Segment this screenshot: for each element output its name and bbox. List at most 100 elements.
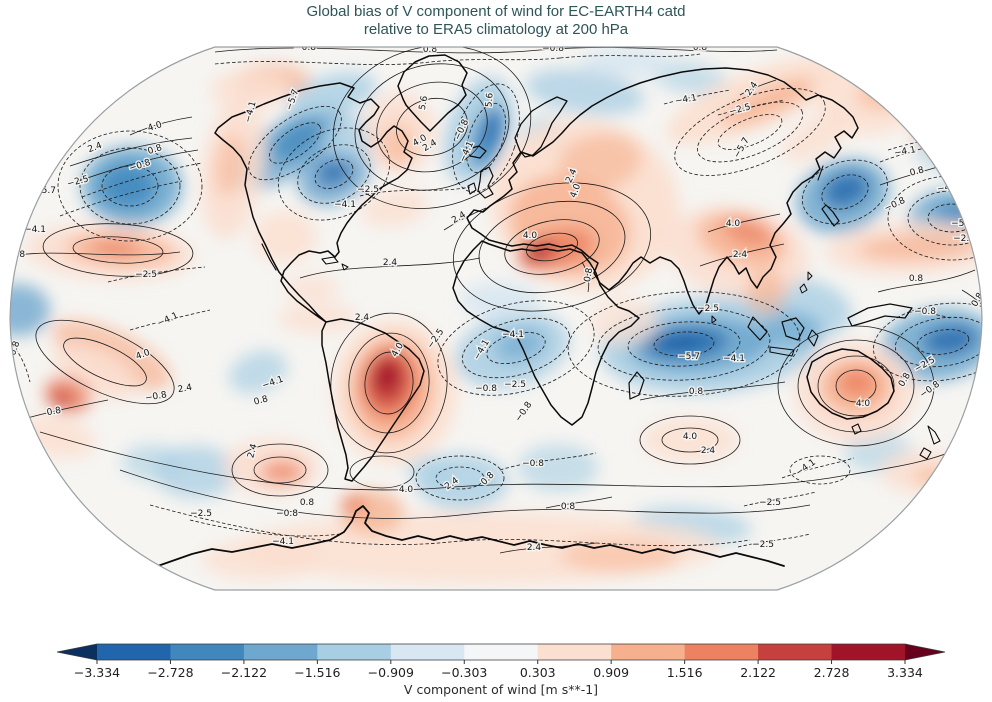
contour-label: −0.8 (294, 43, 316, 53)
contour-line-negative (559, 53, 701, 59)
colorbar-segment (684, 644, 759, 660)
contour-ring-positive (777, 325, 935, 447)
coastline (807, 329, 819, 347)
contour-ring-negative (801, 159, 889, 225)
contour-label: 0.8 (300, 498, 315, 508)
contour-label: −2.5 (504, 380, 526, 390)
contour-line-positive (499, 542, 597, 554)
contour-label: 0.8 (583, 267, 595, 283)
colorbar: −3.334 −2.728 −2.122 −1.516 −0.909 −0.303 0.30… (56, 643, 946, 697)
contour-line-negative (717, 99, 785, 116)
colorbar-under-arrow (57, 644, 97, 660)
contour-line-positive (877, 269, 976, 293)
bias-blob (381, 123, 415, 167)
colorbar-segment (464, 644, 539, 660)
contour-ring-positive (478, 200, 626, 294)
coastline (817, 165, 824, 181)
colorbar-segment (611, 644, 686, 660)
contour-label: −4.1 (272, 537, 294, 547)
coastline (747, 316, 768, 341)
contour-ring-negative (567, 291, 801, 397)
coastline (821, 204, 840, 227)
contour-ring-negative (674, 88, 826, 176)
contour-label: −0.8 (914, 307, 936, 317)
contour-label: 4.0 (523, 231, 538, 241)
contour-ring-negative (79, 147, 181, 225)
bias-blob (656, 331, 704, 353)
contour-ring-positive (349, 455, 415, 489)
contour-ring-negative (717, 114, 783, 150)
contour-label: 2.4 (733, 250, 748, 260)
coastline (321, 256, 339, 265)
contour-ring-negative (277, 127, 391, 221)
bias-blob (53, 344, 137, 400)
contour-line-negative (59, 180, 183, 217)
bias-blob (912, 467, 948, 485)
contour-ring-positive (452, 182, 652, 312)
contour-ring-positive (396, 97, 468, 157)
contour-ring-negative (435, 466, 485, 490)
coastline (769, 346, 795, 357)
contour-label: −0.8 (542, 44, 564, 54)
contour-label: −4.1 (334, 200, 356, 210)
contour-ring-negative (873, 302, 982, 382)
bias-blob (838, 369, 876, 397)
coastline (467, 145, 487, 159)
contour-line-negative (359, 186, 471, 197)
bias-blob (460, 282, 540, 318)
contour-line-negative (107, 266, 206, 283)
contour-label: −2.5 (953, 234, 975, 244)
contour-ring-positive (63, 337, 147, 387)
contour-ring-positive (504, 219, 600, 275)
contour-line-negative (149, 504, 751, 547)
coastline (514, 96, 568, 158)
contour-lines-layer (10, 47, 982, 554)
colorbar-segment (97, 644, 171, 660)
contour-line-positive (581, 261, 590, 293)
contour-line-positive (299, 257, 481, 279)
coastline (452, 240, 640, 426)
contour-label: −5.7 (678, 352, 700, 362)
bias-blob (822, 172, 870, 208)
bias-blob (560, 540, 680, 572)
colorbar-tick-label: 2.728 (814, 665, 850, 680)
contour-line-positive (214, 47, 778, 54)
contour-ring-positive (639, 415, 741, 465)
contour-ring-positive (330, 312, 448, 454)
contour-label: −0.8 (475, 384, 497, 394)
map-boundary (9, 46, 983, 591)
contour-ring-positive (253, 456, 307, 484)
contour-label: −4.1 (502, 330, 524, 340)
contour-ring-positive (72, 236, 164, 264)
contour-ring-negative (415, 455, 505, 501)
coastline (477, 166, 494, 199)
bias-blob (100, 164, 156, 208)
colorbar-tick-label: 0.303 (520, 665, 556, 680)
contour-ring-positive (348, 332, 430, 434)
contour-label: 0.8 (909, 165, 926, 178)
contour-label: 2.4 (701, 446, 716, 456)
contour-ring-positive (835, 369, 877, 403)
contour-line-negative (737, 533, 811, 548)
contour-line-positive (739, 79, 777, 96)
contour-label: 0.8 (423, 45, 438, 55)
contour-label: 4.0 (683, 432, 698, 442)
contour-label: −0.8 (522, 459, 544, 469)
colorbar-tick-label: −3.334 (74, 665, 120, 680)
colorbar-tick-label: 3.334 (887, 665, 923, 680)
contour-ring-negative (821, 174, 869, 210)
bias-blob (260, 460, 304, 484)
contour-ring-negative (597, 307, 771, 381)
contour-ring-negative (653, 331, 715, 357)
contour-line-positive (961, 289, 982, 311)
bias-blob (722, 217, 774, 247)
contour-ring-negative (452, 83, 520, 193)
contour-ring-positive (817, 355, 895, 417)
bias-blob (642, 418, 738, 462)
contour-label: 4.0 (399, 485, 414, 495)
bias-blob (915, 128, 982, 172)
contour-ring-negative (894, 316, 982, 368)
contour-label: 0.8 (909, 274, 924, 284)
contour-line-negative (10, 339, 31, 383)
